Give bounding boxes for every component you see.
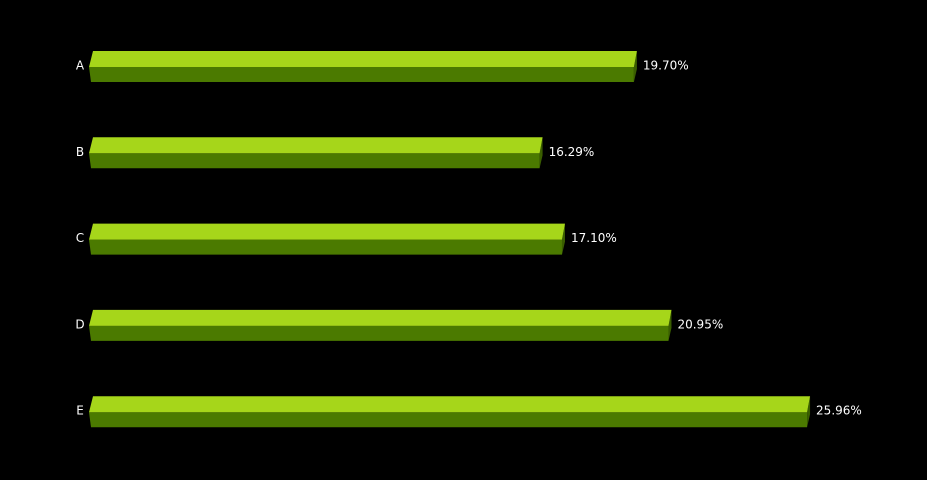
category-label: C — [76, 231, 84, 245]
bar-side-face — [807, 396, 811, 428]
category-label: D — [75, 317, 84, 331]
bar-side-face — [539, 137, 543, 169]
category-label: E — [76, 404, 84, 418]
bar-side-face — [633, 51, 637, 82]
value-label: 17.10% — [571, 231, 617, 245]
bar-bottom-face — [89, 325, 669, 341]
bar — [89, 51, 637, 67]
bar — [89, 137, 543, 154]
bar — [89, 396, 811, 413]
bar-side-face — [561, 223, 565, 255]
value-label: 19.70% — [643, 59, 689, 73]
category-label: A — [76, 59, 85, 73]
bar-bottom-face — [89, 239, 562, 255]
value-label: 20.95% — [677, 317, 723, 331]
bar-bottom-face — [89, 412, 808, 428]
bar-side-face — [668, 309, 672, 341]
bar-bottom-face — [89, 153, 540, 169]
bar — [89, 309, 672, 326]
value-label: 16.29% — [549, 145, 595, 159]
value-label: 25.96% — [816, 404, 862, 418]
category-label: B — [76, 145, 84, 159]
bar — [89, 223, 565, 240]
bar-bottom-face — [89, 67, 634, 82]
